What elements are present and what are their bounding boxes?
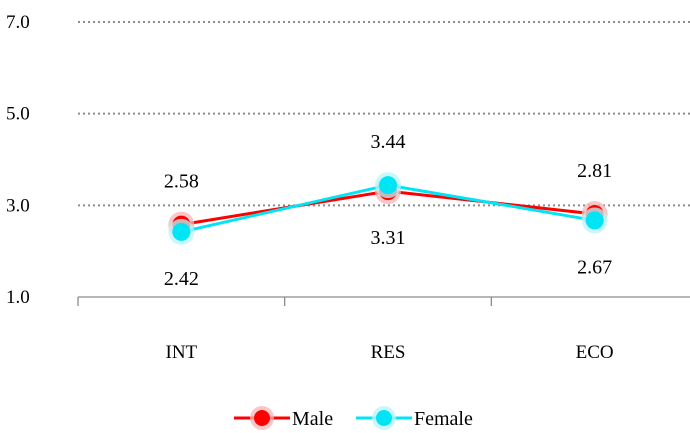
- legend-label-male: Male: [292, 408, 333, 430]
- data-label-male: 2.58: [164, 171, 199, 193]
- data-point-female: [172, 222, 191, 241]
- y-tick-label: 7.0: [6, 12, 30, 33]
- data-point-female: [585, 211, 604, 230]
- data-labels: 2.58 2.42 3.44 3.31 2.81 2.67: [164, 131, 612, 290]
- y-tick-label: 5.0: [6, 104, 30, 125]
- data-label-female: 2.42: [164, 268, 199, 290]
- data-label-female: 3.44: [371, 131, 406, 153]
- x-tick-label: ECO: [576, 342, 614, 363]
- x-tick-label: RES: [371, 342, 406, 363]
- legend-marker-female: [376, 410, 392, 426]
- legend-marker-male: [254, 410, 270, 426]
- legend-label-female: Female: [414, 408, 473, 430]
- x-tick-label: INT: [166, 342, 198, 363]
- data-label-male: 2.81: [577, 160, 612, 182]
- data-point-female: [379, 176, 397, 195]
- axes: 1.0 3.0 5.0 7.0 INT RES ECO: [6, 12, 690, 363]
- series-lines: [168, 172, 608, 245]
- y-tick-label: 1.0: [6, 287, 30, 308]
- legend: Male Female: [234, 406, 473, 430]
- data-label-female: 2.67: [577, 256, 612, 278]
- y-tick-label: 3.0: [6, 195, 30, 216]
- data-label-male: 3.31: [371, 227, 406, 249]
